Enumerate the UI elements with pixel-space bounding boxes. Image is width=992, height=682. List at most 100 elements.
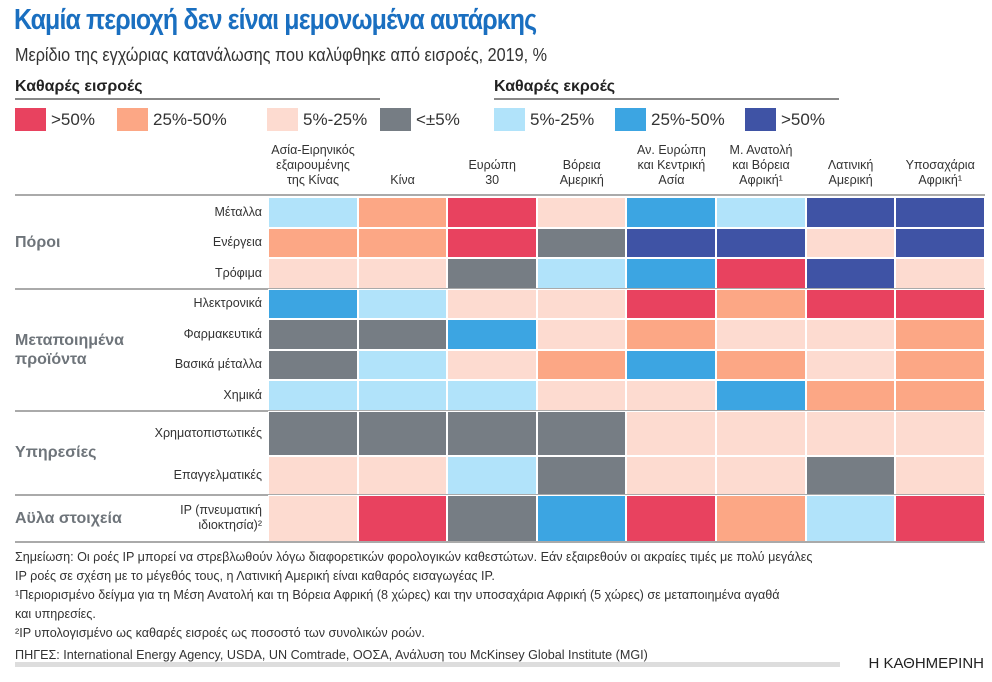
sources: ΠΗΓΕΣ: International Energy Agency, USDA… [15, 648, 648, 662]
group-rule [15, 540, 985, 543]
note-line: Σημείωση: Οι ροές IP μπορεί να στρεβλωθο… [15, 550, 813, 564]
heatmap-cell [357, 380, 448, 411]
heatmap-cell [536, 258, 627, 289]
brand-bar [15, 662, 840, 667]
group-label: Πόροι [15, 234, 61, 252]
heatmap-cell [805, 288, 896, 319]
heatmap-cell [536, 494, 627, 542]
legend-outflows-title: Καθαρές εκροές [494, 78, 616, 95]
heatmap-cell [626, 455, 716, 495]
heatmap-cell [626, 410, 716, 456]
heatmap-cell [268, 494, 358, 542]
heatmap-cell [447, 410, 537, 456]
heatmap-cell [268, 380, 358, 411]
heatmap-cell [447, 380, 537, 411]
row-label: Φαρμακευτικά [183, 326, 262, 341]
heatmap-cell [716, 380, 806, 411]
heatmap-cell [357, 319, 448, 350]
note-line: IP ροές σε σχέση με το μέγεθός τους, η Λ… [15, 569, 495, 583]
heatmap-cell [805, 197, 896, 228]
heatmap-cell [895, 258, 985, 289]
heatmap-cell [447, 455, 537, 495]
heatmap-cell [357, 227, 448, 258]
legend-label-1: 25%-50% [153, 110, 227, 129]
legend-swatch-2 [267, 108, 298, 131]
heatmap-cell [447, 197, 537, 228]
header-rule [15, 194, 985, 196]
row-label: Χημικά [223, 387, 262, 402]
heatmap-cell [805, 349, 896, 380]
row-label: IP (πνευματική ιδιοκτησία)² [180, 503, 262, 532]
row-label: Επαγγελματικές [173, 467, 262, 482]
row-label: Ηλεκτρονικά [193, 296, 262, 311]
row-label: Βασικά μέταλλα [174, 357, 262, 372]
legend-swatch-4 [494, 108, 525, 131]
heatmap-cell [268, 455, 358, 495]
legend-label-5: 25%-50% [651, 110, 725, 129]
column-header-7: Υποσαχάρια Αφρική¹ [905, 158, 975, 187]
heatmap-cell [626, 197, 716, 228]
heatmap-cell [895, 227, 985, 258]
heatmap-cell [626, 494, 716, 542]
heatmap-cell [268, 319, 358, 350]
chart-title: Καμία περιοχή δεν είναι μεμονωμένα αυτάρ… [14, 4, 537, 36]
heatmap-cell [716, 455, 806, 495]
heatmap-cell [895, 288, 985, 319]
heatmap-cell [895, 319, 985, 350]
row-label: Χρηματοπιστωτικές [154, 425, 262, 440]
heatmap-cell [536, 410, 627, 456]
column-header-3: Βόρεια Αμερική [559, 158, 604, 187]
column-header-1: Κίνα [390, 173, 415, 187]
heatmap-cell [447, 258, 537, 289]
heatmap-cell [536, 227, 627, 258]
legend-label-6: >50% [781, 110, 825, 129]
heatmap-cell [357, 258, 448, 289]
heatmap-cell [805, 494, 896, 542]
heatmap-cell [895, 197, 985, 228]
heatmap-cell [268, 227, 358, 258]
heatmap-cell [805, 410, 896, 456]
legend-outflows-rule [494, 98, 839, 100]
heatmap-cell [716, 258, 806, 289]
heatmap-cell [716, 319, 806, 350]
heatmap-cell [626, 319, 716, 350]
chart-subtitle: Μερίδιο της εγχώριας κατανάλωσης που καλ… [15, 45, 548, 65]
group-label: Αϋλα στοιχεία [15, 509, 122, 527]
heatmap-cell [536, 380, 627, 411]
heatmap-cell [895, 349, 985, 380]
heatmap-cell [536, 288, 627, 319]
heatmap-cell [268, 349, 358, 380]
heatmap-cell [626, 288, 716, 319]
heatmap-cell [268, 288, 358, 319]
heatmap-cell [716, 227, 806, 258]
heatmap-cell [805, 455, 896, 495]
heatmap-cell [536, 455, 627, 495]
heatmap-cell [447, 227, 537, 258]
note-line: ²IP υπολογισμένο ως καθαρές εισροές ως π… [15, 626, 425, 640]
group-label: Μεταποιημένα προϊόντα [15, 331, 124, 368]
heatmap-cell [805, 380, 896, 411]
brand-logo: Η ΚΑΘΗΜΕΡΙΝΗ [868, 655, 984, 672]
row-label: Ενέργεια [212, 235, 262, 250]
heatmap-cell [536, 197, 627, 228]
heatmap-cell [536, 349, 627, 380]
heatmap-cell [895, 494, 985, 542]
note-line: και υπηρεσίες. [15, 607, 96, 621]
heatmap-cell [268, 197, 358, 228]
heatmap-cell [895, 380, 985, 411]
group-label: Υπηρεσίες [15, 444, 97, 461]
heatmap-cell [805, 227, 896, 258]
heatmap-cell [268, 410, 358, 456]
heatmap-cell [805, 319, 896, 350]
legend-label-0: >50% [51, 110, 95, 129]
heatmap-cell [716, 197, 806, 228]
heatmap-cell [357, 455, 448, 495]
heatmap-cell [357, 410, 448, 456]
column-header-4: Αν. Ευρώπη και Κεντρική Ασία [637, 143, 706, 187]
column-header-0: Ασία-Ειρηνικός εξαιρουμένης της Κίνας [271, 143, 355, 187]
heatmap-cell [716, 410, 806, 456]
legend-swatch-5 [615, 108, 646, 131]
heatmap-cell [357, 349, 448, 380]
heatmap-cell [805, 258, 896, 289]
column-header-5: Μ. Ανατολή και Βόρεια Αφρική¹ [729, 143, 793, 187]
